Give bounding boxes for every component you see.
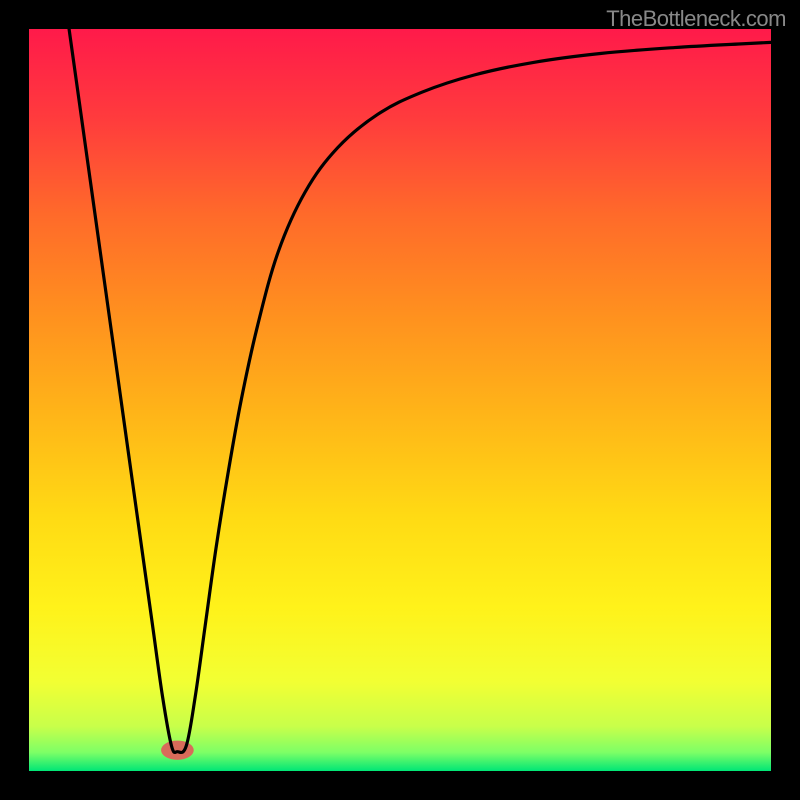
plot-area [29,29,771,771]
chart-svg [29,29,771,771]
chart-container: TheBottleneck.com [0,0,800,800]
watermark-text: TheBottleneck.com [606,6,786,32]
gradient-background [29,29,771,771]
